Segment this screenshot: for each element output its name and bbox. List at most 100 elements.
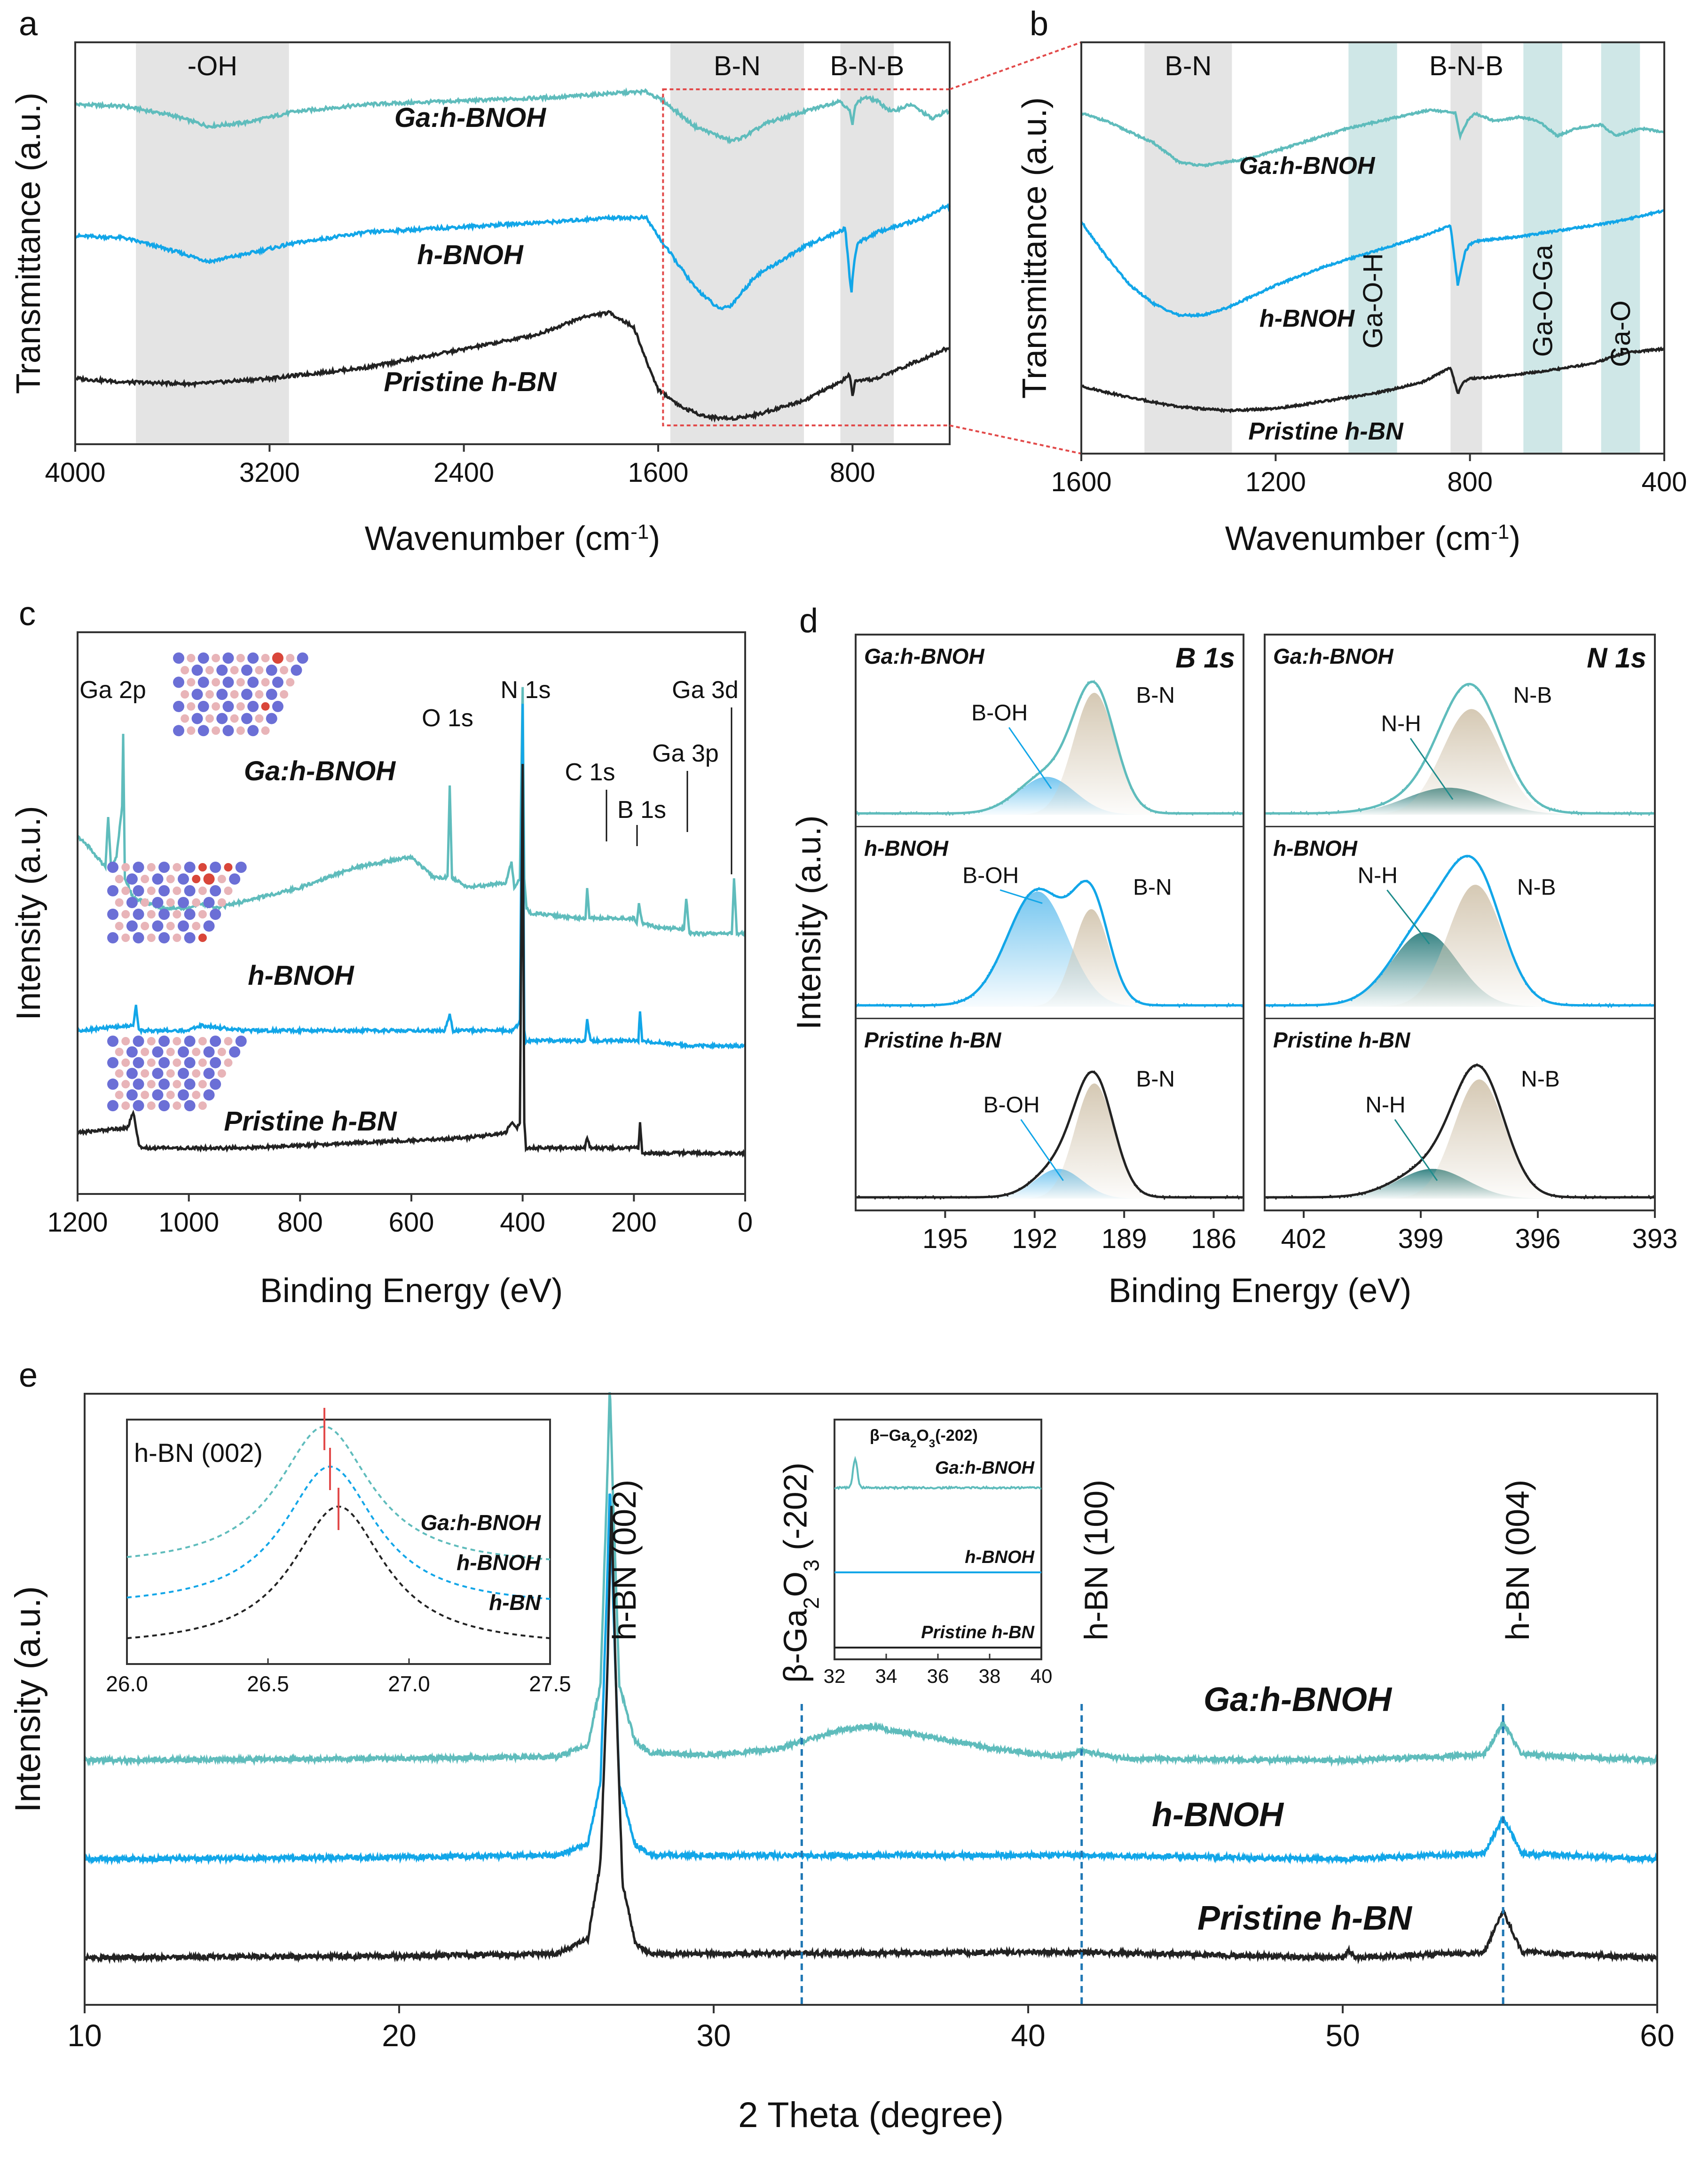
inset-right-frame [834,1419,1042,1660]
lattice-atom [173,1058,181,1067]
x-tick-label-400: 400 [500,1207,545,1238]
x-tick-label-195: 195 [922,1224,968,1254]
panel-label-a: a [19,5,38,43]
lattice-atom [255,666,264,675]
lattice-atom [241,713,252,724]
lattice-atom [121,1101,130,1110]
lattice-atom [247,652,259,664]
lattice-atom [187,726,196,735]
lattice-atom [192,1047,201,1056]
lattice-atom [197,725,209,737]
lattice-atom [115,922,124,930]
y-axis-label-c: Intensity (a.u.) [10,806,47,1020]
peak-label-o-1s: O 1s [422,705,473,732]
component-label-b-oh: B-OH [962,863,1019,888]
lattice-atom [203,873,215,885]
lattice-atom [192,922,201,930]
x-axis-label-b: Wavenumber (cm-1) [1225,520,1521,557]
lattice-atom [247,725,259,737]
lattice-atom [241,664,252,676]
lattice-atom [147,863,156,872]
lattice-atom [205,714,214,723]
lattice-atom [187,702,196,711]
peak-label-e-h-bn-002: h-BN (002) [606,1480,643,1641]
band-label-b-ga-o-h: Ga-O-H [1358,253,1388,349]
y-axis-label-b: Transmittance (a.u.) [1016,97,1054,399]
lattice-atom [291,664,302,676]
lattice-atom [216,689,228,700]
lattice-atom [192,1069,201,1078]
x-tick-label-3200: 3200 [239,457,300,488]
band-b-ga-o-ga [1523,42,1562,454]
component-n-b [1265,885,1655,1007]
legend-a-h-bnoh: h-BNOH [417,240,524,270]
lattice-atom [222,725,234,737]
x-tick-label-200: 200 [611,1207,657,1238]
band-oh [136,42,289,444]
inset-left-legend-h-bnoh: h-BNOH [457,1550,541,1575]
lattice-atom [212,678,220,687]
lattice-atom [126,1068,138,1079]
lattice-atom [230,714,239,723]
lattice-atom [147,1037,156,1045]
series-e-ga-h-bnoh [83,1392,1658,1767]
panel-label-d: d [799,602,818,640]
lattice-atom [126,1046,138,1058]
lattice-atom [210,1036,221,1047]
legend-e-pristine-h-bn: Pristine h-BN [1197,1900,1413,1937]
series-e-pristine-h-bn [84,1506,1658,1964]
band-label-oh: -OH [188,51,237,81]
lattice-atom [197,700,209,712]
lattice-atom [203,897,215,908]
lattice-atom [107,885,118,896]
lattice-atom [236,678,245,687]
component-b-oh [856,1169,1244,1199]
inset-right-tick-label-40: 40 [1031,1665,1053,1687]
lattice-atom [141,875,150,883]
lattice-atom [121,1037,130,1045]
x-tick-label-600: 600 [389,1207,434,1238]
lattice-atom [280,690,289,699]
lattice-atom [241,689,252,700]
lattice-atom [152,873,164,885]
lattice-atom [158,862,170,873]
lattice-atom [235,1036,247,1047]
x-tick-label-192: 192 [1012,1224,1057,1254]
lattice-atom [178,1068,189,1079]
lattice-atom [133,932,144,943]
lattice-atom [192,1091,201,1099]
lattice-atom [173,725,184,737]
legend-c-h-bnoh: h-BNOH [248,960,354,991]
lattice-atom [147,1080,156,1089]
lattice-atom [166,898,175,907]
lattice-atom [115,1069,124,1078]
legend-a-ga-h-bnoh: Ga:h-BNOH [394,102,546,133]
core-level-title-n-1s: N 1s [1587,642,1646,674]
legend-e-h-bnoh: h-BNOH [1152,1796,1284,1834]
lattice-atom [173,887,181,895]
lattice-atom [178,1046,189,1058]
inset-left-tick-label-26-0: 26.0 [106,1672,148,1696]
lattice-atom [216,713,228,724]
lattice-atom [255,690,264,699]
lattice-atom [107,1036,118,1047]
x-tick-label-800: 800 [277,1207,323,1238]
lattice-atom [197,676,209,688]
inset-right-tick-label-32: 32 [824,1665,846,1687]
lattice-atom [261,678,270,687]
lattice-atom [121,1058,130,1067]
lattice-atom [261,702,270,711]
lattice-atom [166,875,175,883]
x-axis-label-e: 2 Theta (degree) [738,2095,1004,2135]
inset-left-tick-label-27-5: 27.5 [529,1672,571,1696]
lattice-atom [133,1057,144,1068]
lattice-atom [141,898,150,907]
lattice-atom [141,1091,150,1099]
row-label-pristine-h-bn: Pristine h-BN [1273,1028,1410,1052]
legend-e-ga-h-bnoh: Ga:h-BNOH [1204,1681,1393,1719]
lattice-atom [126,897,138,908]
series-c-pristine-h-bn [77,764,747,1158]
lattice-atom [205,690,214,699]
lattice-atom [158,909,170,920]
x-tick-label-1600: 1600 [1051,467,1111,497]
